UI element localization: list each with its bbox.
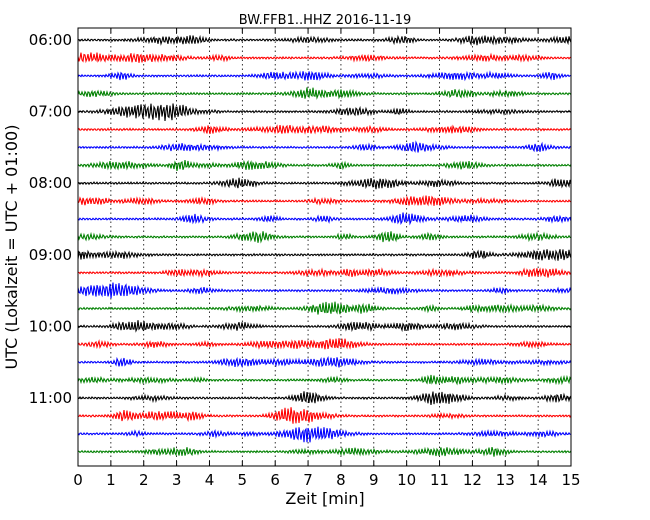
x-tick-label: 7 — [303, 471, 313, 489]
x-axis-label: Zeit [min] — [285, 489, 364, 508]
trace-0945 — [77, 301, 572, 315]
trace-1015 — [77, 338, 572, 350]
y-tick-label: 10:00 — [29, 317, 72, 335]
x-tick-label: 1 — [106, 471, 116, 489]
x-tick-label: 15 — [561, 471, 580, 489]
x-tick-label: 3 — [172, 471, 182, 489]
trace-0630 — [77, 70, 572, 82]
y-axis-ticks: 06:00 07:00 08:00 09:00 10:00 11:00 — [29, 31, 571, 407]
seismic-traces — [77, 34, 572, 457]
trace-0815 — [77, 195, 572, 207]
trace-1115 — [77, 407, 572, 424]
trace-0730 — [77, 140, 572, 153]
trace-0645 — [77, 87, 572, 100]
x-tick-label: 6 — [270, 471, 280, 489]
trace-0930 — [77, 282, 572, 299]
trace-0715 — [77, 124, 572, 135]
x-tick-label: 13 — [496, 471, 515, 489]
x-tick-label: 11 — [430, 471, 449, 489]
trace-0900 — [77, 249, 572, 262]
trace-0600 — [77, 34, 572, 47]
y-tick-label: 06:00 — [29, 31, 72, 49]
x-tick-label: 4 — [205, 471, 215, 489]
x-tick-label: 2 — [139, 471, 149, 489]
trace-1145 — [77, 446, 572, 457]
x-tick-label: 0 — [73, 471, 83, 489]
x-tick-label: 5 — [238, 471, 248, 489]
trace-1045 — [77, 374, 572, 386]
trace-0745 — [77, 159, 572, 171]
x-tick-label: 12 — [463, 471, 482, 489]
trace-1000 — [77, 320, 572, 333]
chart-title: BW.FFB1..HHZ 2016-11-19 — [239, 13, 412, 28]
trace-0830 — [77, 212, 572, 226]
trace-0800 — [77, 177, 572, 190]
y-tick-label: 11:00 — [29, 389, 72, 407]
trace-1030 — [77, 356, 572, 369]
trace-0615 — [77, 52, 572, 64]
y-tick-label: 07:00 — [29, 103, 72, 121]
trace-1100 — [77, 391, 572, 405]
y-axis-label: UTC (Lokalzeit = UTC + 01:00) — [2, 125, 21, 370]
trace-0915 — [77, 267, 572, 279]
x-tick-label: 14 — [529, 471, 548, 489]
x-tick-label: 9 — [369, 471, 379, 489]
plot-frame — [77, 27, 572, 467]
trace-1130 — [77, 426, 572, 443]
x-axis-ticks: 0 1 2 3 4 5 6 7 8 9 10 11 12 13 14 15 — [73, 28, 581, 489]
x-tick-label: 10 — [397, 471, 416, 489]
y-tick-label: 08:00 — [29, 174, 72, 192]
vertical-gridlines — [110, 28, 539, 466]
x-tick-label: 8 — [336, 471, 346, 489]
y-tick-label: 09:00 — [29, 246, 72, 264]
trace-0845 — [77, 230, 572, 244]
trace-0700 — [77, 103, 572, 122]
